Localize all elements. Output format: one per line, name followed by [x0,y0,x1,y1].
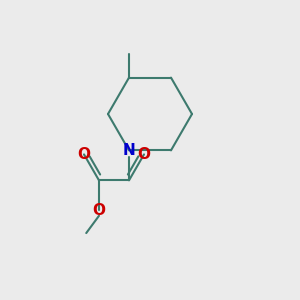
Text: O: O [137,147,151,162]
Text: N: N [123,143,135,158]
Text: O: O [92,203,106,218]
Text: O: O [77,147,91,162]
